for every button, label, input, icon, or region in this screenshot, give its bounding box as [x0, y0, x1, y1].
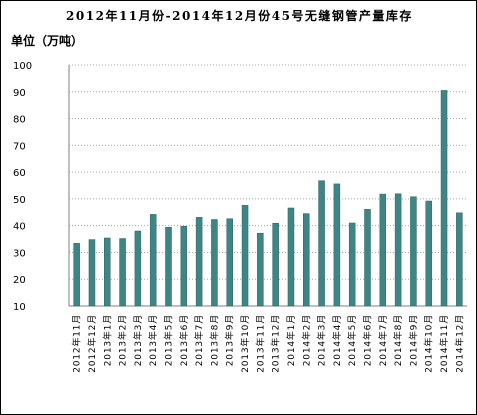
bar	[73, 243, 80, 307]
y-tick-label: 80	[13, 115, 26, 126]
x-tick-label: 2013年2月	[117, 314, 129, 366]
x-tick-label: 2012年12月	[86, 314, 98, 373]
bar	[456, 212, 463, 307]
bar	[257, 232, 264, 307]
x-tick-label: 2013年12月	[270, 314, 282, 373]
y-tick-label: 70	[13, 141, 26, 152]
x-tick-label: 2014年1月	[285, 314, 297, 366]
bar	[241, 205, 249, 307]
x-tick-label: 2014年10月	[423, 314, 435, 373]
x-tick-label: 2013年10月	[239, 314, 251, 373]
x-tick-label: 2013年5月	[163, 314, 175, 366]
x-tick-label: 2013年11月	[254, 314, 266, 373]
bar	[364, 209, 371, 307]
y-tick-label: 30	[13, 248, 26, 259]
bar	[165, 227, 172, 307]
bar	[287, 207, 295, 307]
bar	[119, 238, 126, 307]
x-tick-label: 2014年8月	[392, 314, 404, 366]
x-tick-label: 2013年8月	[208, 314, 220, 366]
y-tick-label: 10	[13, 302, 26, 313]
bar	[303, 213, 310, 307]
y-tick-label: 90	[13, 88, 26, 99]
x-tick-label: 2014年2月	[300, 314, 312, 366]
x-tick-label: 2014年11月	[438, 314, 450, 373]
bar	[180, 225, 188, 307]
x-tick-label: 2014年9月	[407, 314, 419, 366]
x-tick-label: 2013年9月	[224, 314, 236, 366]
chart-title: 2012年11月份-2014年12月份45号无缝钢管产量库存	[66, 9, 413, 23]
y-tick-label: 60	[13, 168, 26, 179]
bar-series	[73, 90, 463, 307]
x-tick-label: 2014年12月	[453, 314, 465, 373]
x-tick-label: 2013年3月	[132, 314, 144, 366]
x-tick-label: 2013年4月	[147, 314, 159, 366]
bar	[104, 237, 111, 307]
y-tick-label: 50	[13, 195, 26, 206]
bar	[226, 218, 233, 307]
x-tick-label: 2013年1月	[101, 314, 113, 366]
bar	[394, 193, 402, 307]
x-tick-label: 2014年7月	[377, 314, 389, 366]
y-axis-ticks: 10 20 30 40 50 60 70 80 90 100	[13, 61, 32, 313]
x-tick-label: 2014年4月	[331, 314, 343, 366]
x-tick-label: 2013年7月	[193, 314, 205, 366]
bar	[195, 217, 203, 307]
bar	[440, 90, 448, 307]
bar	[272, 223, 279, 307]
bar	[88, 239, 96, 307]
bar	[348, 222, 356, 307]
x-tick-label: 2014年5月	[346, 314, 358, 366]
y-tick-label: 20	[13, 275, 26, 286]
bar	[134, 230, 142, 307]
bar	[149, 214, 157, 307]
bar	[379, 193, 387, 307]
bar	[318, 180, 325, 307]
bar	[333, 183, 341, 307]
x-tick-label: 2013年6月	[178, 314, 190, 366]
x-axis-ticks: 2012年11月 2012年12月 2013年1月 2013年2月 2013年3月 201…	[71, 314, 466, 373]
y-tick-label: 40	[13, 222, 26, 233]
bar	[211, 219, 218, 307]
y-axis-unit-label: 单位（万吨）	[11, 34, 84, 48]
gridlines	[68, 64, 467, 307]
y-tick-label: 100	[13, 61, 32, 72]
x-tick-label: 2014年6月	[362, 314, 374, 366]
bar	[425, 200, 432, 307]
x-tick-label: 2012年11月	[71, 314, 83, 373]
bar	[410, 196, 417, 307]
x-tick-label: 2014年3月	[316, 314, 328, 366]
